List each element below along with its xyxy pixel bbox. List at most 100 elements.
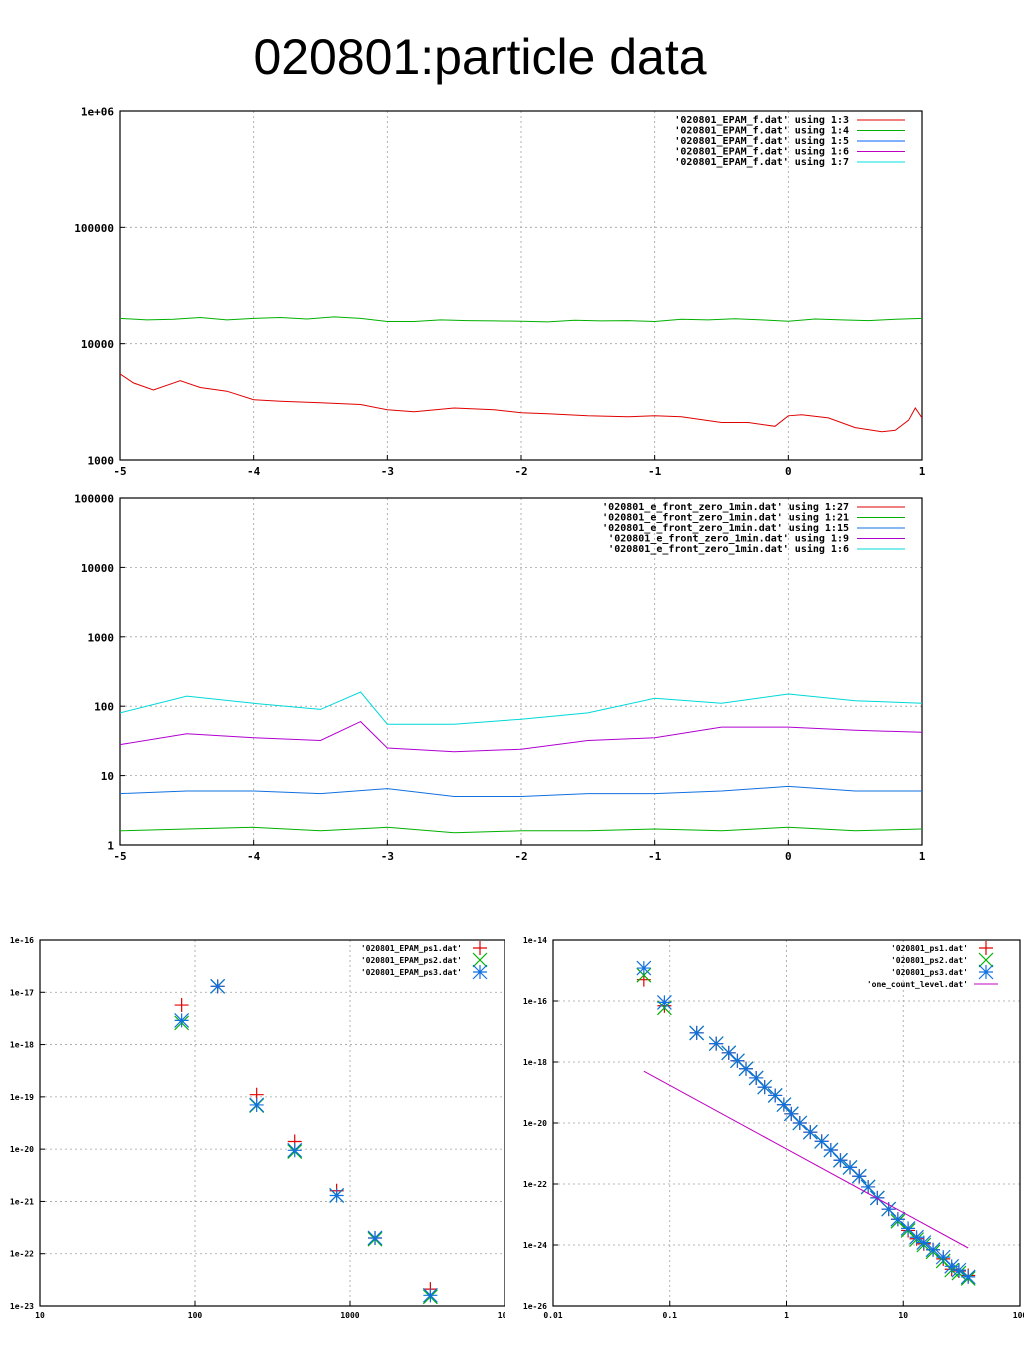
legend-label: '020801_EPAM_f.dat' using 1:6 xyxy=(674,146,849,158)
x-tick-label: 1000 xyxy=(340,1311,359,1320)
y-tick-label: 10000 xyxy=(81,338,114,351)
chart-phase-space-svg: 0.01 0.1 1 10 100 1e-26 1e-24 1e-22 1e-20 1e-18 1e… xyxy=(523,936,1024,1320)
series-line xyxy=(120,720,922,753)
legend-swatch xyxy=(978,964,994,980)
y-tick-label: 1e-18 xyxy=(523,1058,547,1067)
legend-label: '020801_ps1.dat' xyxy=(891,944,968,953)
data-point xyxy=(422,1287,438,1303)
y-tick-label: 1e-16 xyxy=(523,997,547,1006)
data-point xyxy=(881,1201,897,1217)
x-tick-label: -1 xyxy=(648,465,662,478)
x-tick-label: 1 xyxy=(919,465,926,478)
y-tick-label: 1e-19 xyxy=(10,1093,34,1102)
y-tick-label: 100000 xyxy=(74,493,114,506)
y-tick-label: 1 xyxy=(107,840,114,853)
legend-label: '020801_EPAM_f.dat' using 1:4 xyxy=(674,125,849,137)
series-line xyxy=(643,1070,969,1249)
legend-label: '020801_e_front_zero_1min.dat' using 1:1… xyxy=(602,522,849,534)
data-point xyxy=(689,1025,705,1041)
data-point xyxy=(909,1229,924,1245)
x-tick-label: -4 xyxy=(247,465,261,478)
data-point xyxy=(960,1269,976,1285)
tick-labels: -5 -4 -3 -2 -1 0 1 1000 10000 100000 1e+06 xyxy=(74,106,925,479)
data-point xyxy=(842,1159,858,1175)
plot-frame xyxy=(119,110,923,461)
data-point xyxy=(708,1036,724,1052)
chart-epam-spectrum-svg: 10 100 1000 100 1e-23 1e-22 1e-21 1e-20 1e-19 1e-… xyxy=(10,936,513,1320)
data-point xyxy=(900,1220,916,1236)
chart-electron-time-svg: -5 -4 -3 -2 -1 0 1 1 10 100 1000 10000 100000 '020801… xyxy=(74,493,925,864)
page-title: 020801:particle data xyxy=(253,29,707,85)
x-tick-label: 100 xyxy=(1013,1311,1024,1320)
y-tick-label: 1e-26 xyxy=(523,1302,547,1311)
y-tick-label: 1e-20 xyxy=(523,1119,547,1128)
data-point xyxy=(730,1053,745,1069)
chart-epam-time: -5 -4 -3 -2 -1 0 1 1000 10000 100000 1e+06 '020801_… xyxy=(0,95,1024,480)
x-tick-label: 0.1 xyxy=(663,1311,678,1320)
data-point xyxy=(951,1262,967,1278)
chart-electron-time: -5 -4 -3 -2 -1 0 1 1 10 100 1000 10000 100000 '020801… xyxy=(0,482,1024,867)
legend-label: '020801_ps2.dat' xyxy=(891,956,968,965)
y-tick-label: 1000 xyxy=(88,631,115,644)
x-tick-label: -3 xyxy=(381,465,394,478)
legend-swatch xyxy=(978,952,994,968)
y-tick-label: 10 xyxy=(101,770,114,783)
y-tick-label: 1e+06 xyxy=(81,106,114,119)
data-point xyxy=(656,994,672,1010)
series-line xyxy=(120,691,922,725)
x-tick-label: -1 xyxy=(648,850,662,863)
data-point xyxy=(916,1235,932,1251)
data-point xyxy=(776,1097,792,1113)
data-point xyxy=(783,1106,799,1122)
x-tick-label: -2 xyxy=(514,850,527,863)
series-line xyxy=(120,826,922,834)
x-tick-label: 0 xyxy=(785,850,792,863)
legend: '020801_EPAM_f.dat' using 1:3'020801_EPA… xyxy=(674,114,905,168)
data-point xyxy=(636,967,652,983)
x-tick-label: 0.01 xyxy=(543,1311,562,1320)
data-point xyxy=(792,1115,808,1131)
data-marks xyxy=(174,978,438,1305)
legend-label: '020801_EPAM_ps2.dat' xyxy=(361,956,462,965)
y-tick-label: 1e-20 xyxy=(10,1145,34,1154)
tick-labels: 10 100 1000 100 1e-23 1e-22 1e-21 1e-20 1e-19 1e-… xyxy=(10,936,513,1320)
x-tick-label: -3 xyxy=(381,850,394,863)
y-tick-label: 1e-22 xyxy=(523,1180,547,1189)
data-point xyxy=(748,1070,764,1086)
y-tick-label: 1e-16 xyxy=(10,936,34,945)
x-tick-label: -4 xyxy=(247,850,261,863)
x-tick-label: 10 xyxy=(35,1311,45,1320)
data-point xyxy=(287,1142,303,1158)
data-point xyxy=(851,1168,867,1184)
legend-label: '020801_ps3.dat' xyxy=(891,968,968,977)
legend-label: '020801_EPAM_ps1.dat' xyxy=(361,944,462,953)
y-tick-label: 1e-17 xyxy=(10,988,34,997)
legend-label: '020801_EPAM_ps3.dat' xyxy=(361,968,462,977)
legend-label: 'one_count_level.dat' xyxy=(867,980,968,989)
chart-epam-time-svg: -5 -4 -3 -2 -1 0 1 1000 10000 100000 1e+06 '020801_… xyxy=(74,106,925,479)
data-point xyxy=(174,1012,190,1028)
legend-swatch xyxy=(979,941,993,955)
data-point xyxy=(890,1211,906,1227)
legend-label: '020801_e_front_zero_1min.dat' using 1:9 xyxy=(608,533,849,545)
data-point xyxy=(738,1061,754,1077)
series-line xyxy=(120,316,922,323)
x-tick-label: -5 xyxy=(113,465,126,478)
x-tick-label: 0 xyxy=(785,465,792,478)
x-tick-label: 100 xyxy=(498,1311,505,1320)
legend: '020801_e_front_zero_1min.dat' using 1:2… xyxy=(602,501,905,555)
data-point xyxy=(757,1079,773,1095)
y-tick-label: 100000 xyxy=(74,222,114,235)
data-point xyxy=(329,1188,345,1203)
y-tick-label: 10000 xyxy=(81,562,114,575)
data-point xyxy=(823,1142,839,1158)
data-point xyxy=(174,998,189,1013)
data-point xyxy=(721,1045,737,1061)
data-point xyxy=(636,960,652,976)
plot-frame xyxy=(119,497,923,846)
x-tick-label: 10 xyxy=(898,1311,908,1320)
legend-label: '020801_EPAM_f.dat' using 1:3 xyxy=(674,114,849,126)
y-tick-label: 100 xyxy=(94,701,114,714)
x-tick-label: 1 xyxy=(784,1311,789,1320)
y-tick-label: 1e-18 xyxy=(10,1041,34,1050)
